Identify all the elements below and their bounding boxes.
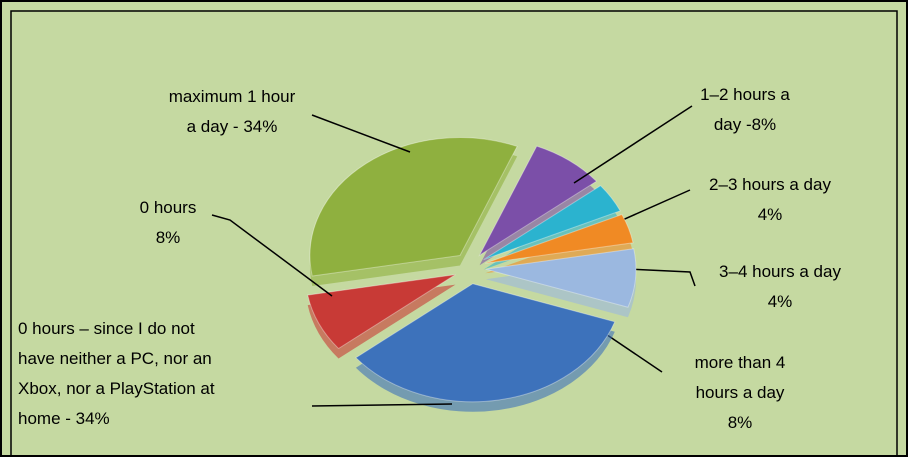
slice-label: 0 hours 8% [140, 198, 197, 247]
slice-label: 3–4 hours a day 4% [719, 262, 841, 311]
slice-label: 2–3 hours a day 4% [709, 175, 831, 224]
slice-label: 0 hours – since I do not have neither a P… [18, 319, 215, 428]
slice [478, 145, 598, 257]
slice-label: 1–2 hours a day -8% [700, 85, 790, 134]
leader-line [311, 403, 453, 407]
slice [355, 283, 616, 403]
slice [307, 274, 456, 350]
leader-line [573, 105, 693, 184]
plot-border [10, 10, 898, 457]
slice-label: maximum 1 hour a day - 34% [169, 87, 296, 136]
slice [485, 248, 637, 308]
slice-label: more than 4 hours a day 8% [695, 353, 786, 432]
leader-line [211, 214, 333, 297]
slice [309, 137, 518, 277]
slice [485, 213, 634, 264]
leader-line [311, 114, 411, 153]
slice [483, 185, 621, 261]
